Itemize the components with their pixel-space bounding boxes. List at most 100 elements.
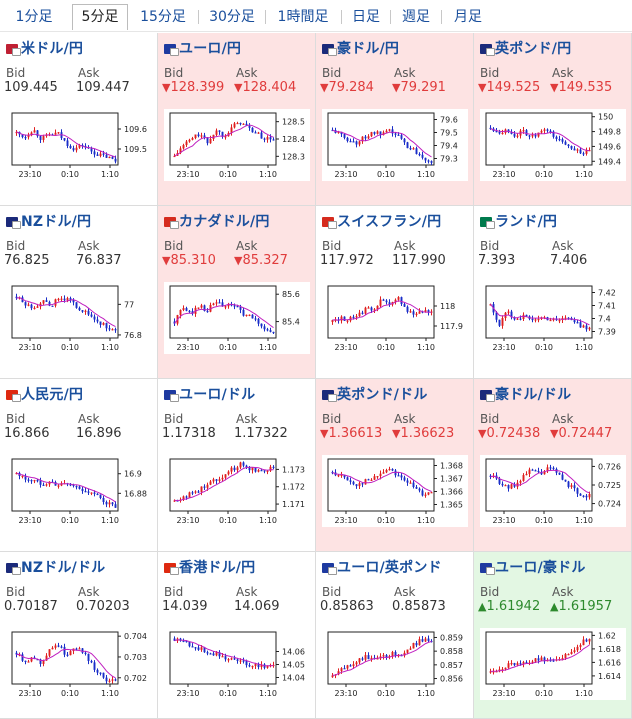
tab-6[interactable]: 日足 [352, 9, 380, 25]
za-jp-flag-icon [480, 217, 495, 229]
candle-body [346, 137, 349, 142]
rate-card[interactable]: NZドル/円 Bid Ask 76.825 76.837 77 76.8 23:10 0:10 1… [0, 206, 158, 379]
rate-card[interactable]: ランド/円 Bid Ask 7.393 7.406 7.42 7.41 7.4 7.39 23:1… [474, 206, 632, 379]
candle-body [96, 154, 99, 156]
pair-title-link[interactable]: 人民元/円 [6, 384, 83, 404]
pair-title-link[interactable]: ユーロ/円 [164, 38, 241, 58]
candle-body [206, 484, 209, 488]
up-arrow-icon: ▲ [478, 600, 487, 613]
tab-7[interactable]: 週足 [402, 9, 430, 25]
rate-card[interactable]: 英ポンド/円 Bid Ask ▼149.525 ▼149.535 150 149.8 149.… [474, 33, 632, 206]
tab-8[interactable]: 月足 [454, 9, 482, 25]
price-chart[interactable]: 0.726 0.725 0.724 23:10 0:10 1:10 [480, 455, 626, 527]
rate-card[interactable]: 米ドル/円 Bid Ask 109.445 109.447 109.6 109.5 23:10… [0, 33, 158, 206]
bid-label: Bid [6, 585, 26, 599]
tab-3[interactable]: 15分足 [140, 9, 186, 25]
pair-title-link[interactable]: NZドル/ドル [6, 557, 105, 577]
candle-body [30, 132, 33, 136]
y-tick-label: 7.42 [598, 289, 616, 298]
pair-title-link[interactable]: ユーロ/ドル [164, 384, 255, 404]
bid-value: 16.866 [4, 426, 50, 441]
candle-body [585, 495, 588, 498]
y-tick-label: 0.859 [440, 633, 463, 642]
price-chart[interactable]: 1.368 1.367 1.366 1.365 23:10 0:10 1:10 [322, 455, 468, 527]
candle-body [111, 679, 114, 681]
pair-title-link[interactable]: カナダドル/円 [164, 211, 270, 231]
candle-body [87, 310, 90, 315]
price-chart[interactable]: 77 76.8 23:10 0:10 1:10 [6, 282, 152, 354]
tab-2[interactable]: 5分足 [72, 4, 128, 30]
pair-name: NZドル/ドル [21, 560, 106, 576]
price-chart[interactable]: 16.9 16.88 23:10 0:10 1:10 [6, 455, 152, 527]
pair-title-link[interactable]: ユーロ/豪ドル [480, 557, 586, 577]
candle-body [254, 663, 257, 667]
pair-title-link[interactable]: 豪ドル/ドル [480, 384, 571, 404]
price-chart[interactable]: 7.42 7.41 7.4 7.39 23:10 0:10 1:10 [480, 282, 626, 354]
candle-body [239, 660, 242, 662]
candle-body [498, 319, 501, 326]
rate-card[interactable]: ユーロ/円 Bid Ask ▼128.399 ▼128.404 128.5 128.4 128… [158, 33, 316, 206]
candle-body [421, 154, 424, 158]
rate-card[interactable]: NZドル/ドル Bid Ask 0.70187 0.70203 0.704 0.703 0.7… [0, 552, 158, 719]
candle-body [230, 658, 233, 660]
price-chart[interactable]: 118 117.9 23:10 0:10 1:10 [322, 282, 468, 354]
tab-5[interactable]: 1時間足 [277, 9, 329, 25]
rate-card[interactable]: 英ポンド/ドル Bid Ask ▼1.36613 ▼1.36623 1.368 1.367 1… [316, 379, 474, 552]
rate-card[interactable]: カナダドル/円 Bid Ask ▼85.310 ▼85.327 85.6 85.4 23:10… [158, 206, 316, 379]
candle-body [108, 156, 111, 159]
price-chart[interactable]: 1.62 1.618 1.616 1.614 23:10 0:10 1:10 [480, 628, 626, 700]
pair-title-link[interactable]: スイスフラン/円 [322, 211, 441, 231]
rate-card[interactable]: 香港ドル/円 Bid Ask 14.039 14.069 14.06 14.05 14.04 2… [158, 552, 316, 719]
candle-body [230, 127, 233, 133]
rate-card[interactable]: 人民元/円 Bid Ask 16.866 16.896 16.9 16.88 23:10 0:1… [0, 379, 158, 552]
candle-body [564, 141, 567, 145]
tab-1[interactable]: 1分足 [15, 9, 53, 25]
pair-title-link[interactable]: ランド/円 [480, 211, 557, 231]
candle-body [63, 646, 66, 655]
candle-body [531, 661, 534, 663]
pair-title-link[interactable]: 英ポンド/円 [480, 38, 571, 58]
rate-card[interactable]: スイスフラン/円 Bid Ask 117.972 117.990 118 117.9 23:1… [316, 206, 474, 379]
candle-body [108, 680, 111, 682]
price-chart[interactable]: 1.173 1.172 1.171 23:10 0:10 1:10 [164, 455, 310, 527]
pair-title-link[interactable]: NZドル/円 [6, 211, 91, 231]
rate-card[interactable]: 豪ドル/ドル Bid Ask ▼0.72438 ▼0.72447 0.726 0.725 0.… [474, 379, 632, 552]
pair-title-link[interactable]: 香港ドル/円 [164, 557, 255, 577]
candle-body [108, 502, 111, 505]
rate-card[interactable]: 豪ドル/円 Bid Ask ▼79.284 ▼79.291 79.6 79.5 79.4 79.… [316, 33, 474, 206]
candle-body [39, 136, 42, 140]
candle-body [111, 329, 114, 331]
candle-body [400, 655, 403, 657]
candle-body [93, 492, 96, 494]
price-chart[interactable]: 128.5 128.4 128.3 23:10 0:10 1:10 [164, 109, 310, 181]
y-tick-label: 0.857 [440, 661, 463, 670]
x-tick-label: 0:10 [535, 516, 553, 525]
y-tick-label: 1.366 [440, 488, 463, 497]
bid-value: ▼0.72438 [478, 426, 540, 441]
candle-body [427, 492, 430, 495]
pair-title-link[interactable]: 英ポンド/ドル [322, 384, 428, 404]
candle-body [81, 648, 84, 653]
candle-body [194, 647, 197, 649]
price-chart[interactable]: 85.6 85.4 23:10 0:10 1:10 [164, 282, 310, 354]
price-chart[interactable]: 109.6 109.5 23:10 0:10 1:10 [6, 109, 152, 181]
rate-card[interactable]: ユーロ/ドル Bid Ask 1.17318 1.17322 1.173 1.172 1.17… [158, 379, 316, 552]
candle-body [391, 468, 394, 471]
price-chart[interactable]: 0.859 0.858 0.857 0.856 23:10 0:10 1:10 [322, 628, 468, 700]
pair-title-link[interactable]: 米ドル/円 [6, 38, 83, 58]
rate-card[interactable]: ユーロ/豪ドル Bid Ask ▲1.61942 ▲1.61957 1.62 1.618 1.… [474, 552, 632, 719]
candle-body [367, 655, 370, 660]
price-chart[interactable]: 0.704 0.703 0.702 23:10 0:10 1:10 [6, 628, 152, 700]
candle-body [206, 652, 209, 654]
bid-label: Bid [322, 66, 342, 80]
price-chart[interactable]: 150 149.8 149.6 149.4 23:10 0:10 1:10 [480, 109, 626, 181]
candle-body [397, 297, 400, 300]
price-chart[interactable]: 14.06 14.05 14.04 23:10 0:10 1:10 [164, 628, 310, 700]
pair-title-link[interactable]: ユーロ/英ポンド [322, 557, 442, 577]
pair-title-link[interactable]: 豪ドル/円 [322, 38, 399, 58]
rate-card[interactable]: ユーロ/英ポンド Bid Ask 0.85863 0.85873 0.859 0.858 0.… [316, 552, 474, 719]
ask-price: 1.61957 [558, 599, 613, 614]
price-chart[interactable]: 79.6 79.5 79.4 79.3 23:10 0:10 1:10 [322, 109, 468, 181]
candle-body [522, 130, 525, 132]
tab-4[interactable]: 30分足 [209, 9, 255, 25]
